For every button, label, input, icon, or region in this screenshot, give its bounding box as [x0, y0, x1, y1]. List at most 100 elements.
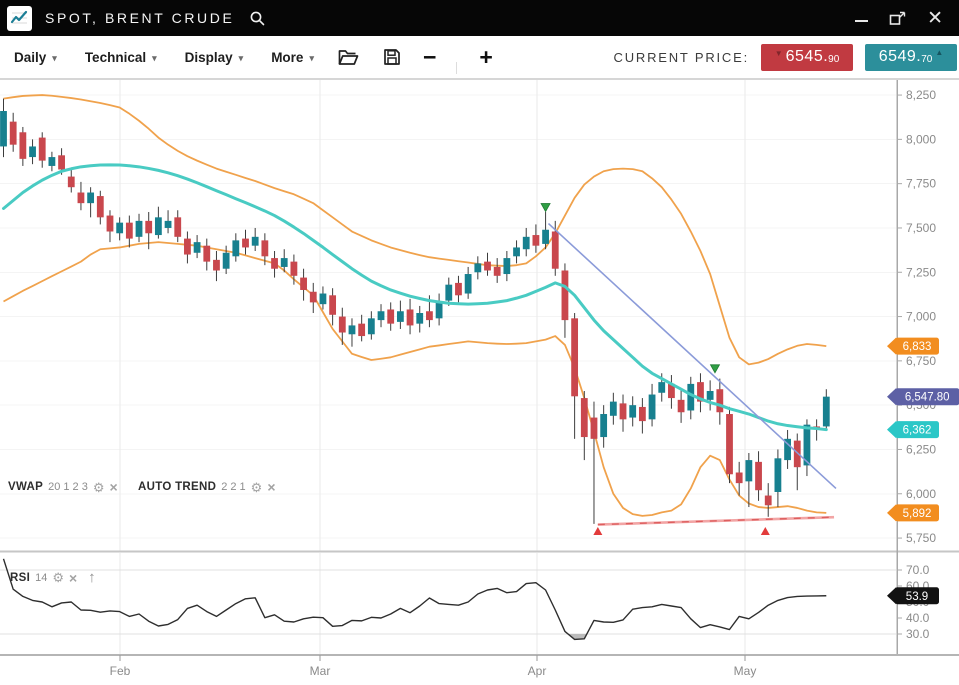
- month-tick-label: May: [734, 664, 757, 678]
- save-icon[interactable]: [383, 48, 401, 66]
- popout-button[interactable]: [889, 11, 906, 26]
- candle: [396, 300, 404, 329]
- candle: [687, 376, 695, 420]
- candle: [793, 433, 801, 491]
- price-tick-label: 5,750: [906, 531, 936, 545]
- candle: [193, 235, 201, 259]
- rsi-line: [2, 558, 827, 641]
- menu-technical[interactable]: Technical ▾: [84, 49, 157, 65]
- move-panel-up-icon[interactable]: ↑: [88, 569, 96, 586]
- arrow-down-icon: ▼: [774, 48, 783, 58]
- candle: [755, 451, 762, 501]
- candle: [774, 449, 782, 508]
- candle: [697, 373, 704, 413]
- candle: [619, 394, 627, 432]
- candle: [522, 227, 530, 257]
- menu-timeframe[interactable]: Daily ▾: [14, 49, 57, 65]
- svg-text:5,892: 5,892: [903, 508, 932, 520]
- candle: [726, 406, 733, 484]
- vwap-params: 20 1 2 3: [48, 481, 88, 493]
- auto-trendline[interactable]: [547, 222, 837, 490]
- candle: [580, 390, 588, 461]
- candle: [764, 483, 772, 517]
- candle: [484, 252, 491, 276]
- rsi-params: 14: [35, 571, 48, 584]
- candle: [271, 250, 278, 278]
- candle: [290, 254, 298, 285]
- gear-icon[interactable]: ⚙: [92, 479, 105, 495]
- window-controls: ✕: [855, 9, 959, 28]
- sell-price-button[interactable]: ▼ 6545. 90: [761, 43, 853, 71]
- autotrend-indicator-label: AUTO TREND 2 2 1 ⚙ ×: [138, 480, 276, 494]
- candle: [503, 250, 511, 282]
- candle: [309, 282, 317, 314]
- candle: [455, 275, 462, 303]
- rsi-indicator-label: RSI 14 ⚙ × ↑: [10, 570, 96, 585]
- month-tick-label: Feb: [110, 664, 131, 678]
- remove-indicator-icon[interactable]: ×: [267, 479, 276, 495]
- candle: [532, 224, 540, 253]
- bollinger-lower-band: [3, 241, 827, 517]
- candle: [19, 126, 27, 166]
- candle: [145, 212, 153, 250]
- candle: [154, 206, 162, 239]
- price-axis-badge: 6,362: [887, 421, 939, 439]
- gear-icon[interactable]: ⚙: [250, 479, 263, 495]
- chevron-down-icon: ▾: [309, 52, 314, 63]
- arrow-up-icon: ▲: [935, 47, 944, 57]
- buy-marker-icon: [593, 526, 603, 535]
- svg-text:6,547.80: 6,547.80: [905, 392, 950, 404]
- minimize-button[interactable]: [855, 20, 869, 22]
- gear-icon[interactable]: ⚙: [52, 570, 64, 585]
- price-tick-label: 8,250: [906, 88, 936, 102]
- candle: [735, 461, 743, 496]
- remove-indicator-icon[interactable]: ×: [109, 479, 118, 495]
- search-icon[interactable]: [249, 10, 266, 27]
- rsi-tick-label: 30.0: [906, 627, 930, 641]
- candle: [668, 375, 675, 409]
- price-tick-label: 7,000: [906, 310, 936, 324]
- candle: [377, 304, 385, 328]
- chevron-down-icon: ▾: [238, 52, 244, 63]
- candle: [677, 389, 685, 423]
- rsi-value-badge: 53.9: [887, 587, 939, 605]
- rsi-name: RSI: [10, 571, 31, 584]
- month-tick-label: Apr: [528, 664, 547, 678]
- autotrend-params: 2 2 1: [221, 481, 246, 493]
- candle: [135, 213, 143, 243]
- candle: [745, 453, 753, 508]
- candle: [213, 250, 220, 282]
- vwap-name: VWAP: [8, 481, 44, 493]
- candle: [406, 298, 414, 335]
- candle: [338, 307, 346, 345]
- candle: [648, 383, 656, 427]
- candle: [203, 238, 211, 271]
- price-chart[interactable]: 8,2508,0007,7507,5007,2507,0006,7506,500…: [0, 80, 959, 680]
- line-chart-glyph: [10, 10, 28, 23]
- price-tick-label: 6,250: [906, 442, 936, 456]
- remove-indicator-icon[interactable]: ×: [68, 569, 78, 586]
- candle: [784, 429, 791, 469]
- menu-more[interactable]: More ▾: [271, 49, 314, 65]
- rsi-oversold-fill: [568, 634, 587, 640]
- zoom-in-button[interactable]: +: [479, 43, 493, 70]
- price-axis-badge: 6,547.80: [887, 388, 959, 406]
- price-tick-label: 6,750: [906, 354, 936, 368]
- candle: [251, 227, 259, 251]
- candle: [48, 151, 56, 172]
- candle: [358, 314, 366, 342]
- candle: [513, 240, 520, 264]
- zoom-out-button[interactable]: −: [422, 43, 437, 70]
- menu-display[interactable]: Display ▾: [184, 49, 244, 65]
- price-tick-label: 7,750: [906, 177, 936, 191]
- buy-price-button[interactable]: 6549. 70 ▲: [865, 43, 957, 71]
- candle: [542, 212, 549, 250]
- open-layout-icon[interactable]: [338, 49, 359, 66]
- candle: [590, 401, 598, 524]
- candle: [416, 305, 424, 333]
- candle: [280, 249, 288, 273]
- close-button[interactable]: ✕: [927, 7, 943, 29]
- vwap-indicator-label: VWAP 20 1 2 3 ⚙ ×: [8, 480, 118, 494]
- sell-marker-icon: [709, 364, 721, 374]
